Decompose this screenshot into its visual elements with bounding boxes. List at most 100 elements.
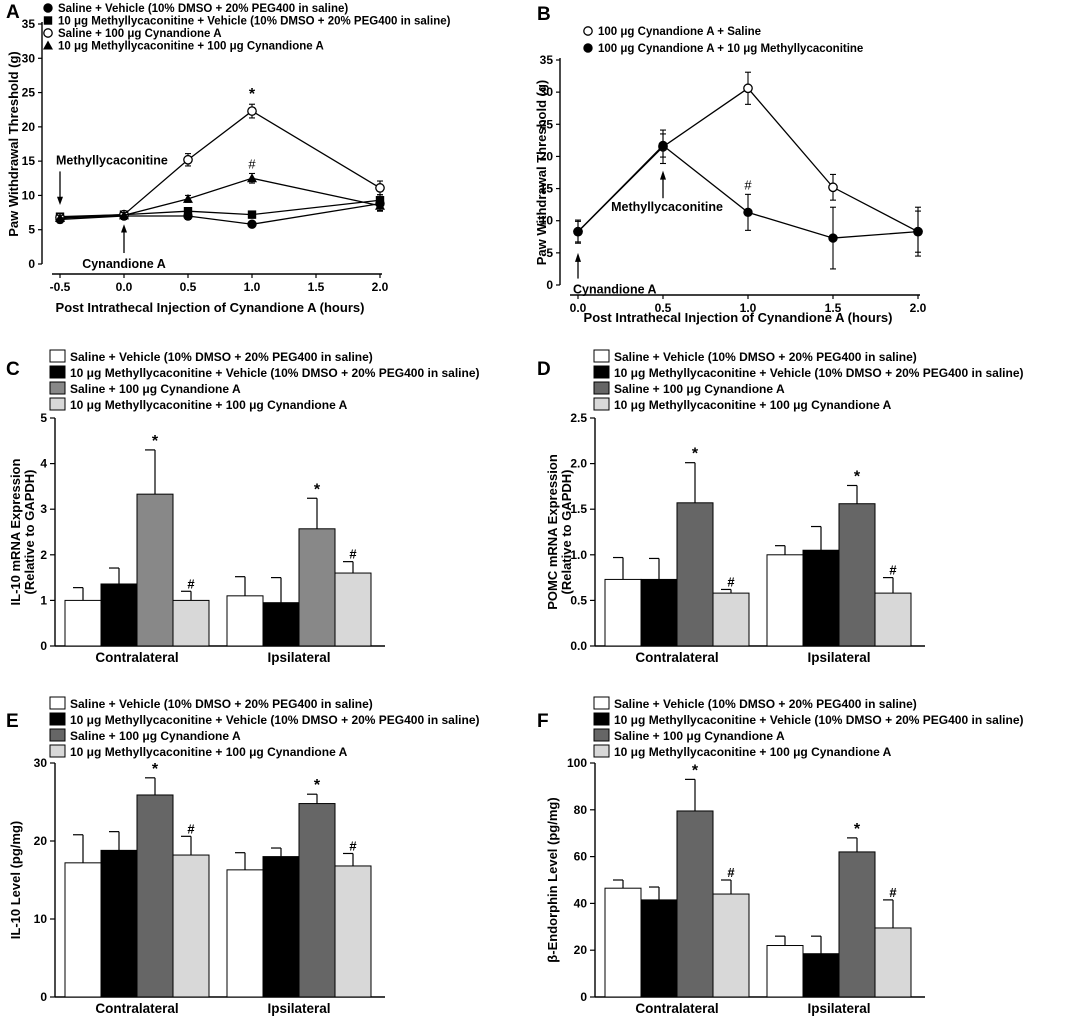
category-label: Contralateral (95, 650, 178, 665)
data-point (375, 200, 385, 210)
bar (766, 945, 804, 998)
data-point (183, 207, 193, 216)
bar (136, 493, 174, 647)
bar (838, 851, 876, 998)
legend-marker (583, 43, 593, 53)
significance-star: * (314, 777, 321, 794)
y-axis-label: IL-10 Level (pg/mg) (8, 821, 23, 939)
panel-label-a: A (6, 2, 20, 23)
y-tick-label: 10 (22, 188, 36, 202)
y-tick-label: 10 (34, 912, 48, 926)
panel-c: Saline + Vehicle (10% DMSO + 20% PEG400 … (8, 349, 480, 665)
data-point (247, 173, 257, 183)
significance-hash: # (187, 576, 195, 591)
data-point (183, 154, 193, 165)
y-tick-label: 0.0 (570, 639, 587, 653)
legend-label: Saline + Vehicle (10% DMSO + 20% PEG400 … (614, 350, 917, 364)
significance-star: * (314, 481, 321, 498)
arrow-head (575, 252, 581, 262)
y-tick-label: 15 (22, 154, 36, 168)
x-tick-label: 0.0 (116, 280, 133, 294)
bar (100, 849, 138, 998)
x-tick-label: 1.0 (740, 301, 757, 315)
data-point (247, 106, 257, 116)
panel-label-f: F (537, 711, 549, 732)
significance-star: * (152, 433, 159, 450)
y-tick-label: 15 (540, 182, 554, 196)
y-tick-label: 30 (22, 51, 36, 65)
category-label: Ipsilateral (807, 650, 870, 665)
category-label: Contralateral (95, 1001, 178, 1016)
series-line (59, 203, 381, 225)
y-tick-label: 0 (40, 639, 47, 653)
data-point (119, 210, 129, 220)
legend-label: 10 μg Methyllycaconitine + 100 μg Cynand… (70, 398, 348, 412)
y-axis-label-2: (Relative to GAPDH) (559, 470, 574, 595)
significance-hash: # (727, 865, 735, 880)
panel-label-c: C (6, 359, 20, 380)
y-axis-label-2: (Relative to GAPDH) (22, 470, 37, 595)
legend-swatch (49, 728, 66, 742)
significance-star: * (854, 821, 861, 838)
bar (298, 528, 336, 647)
y-tick-label: 100 (567, 756, 587, 770)
legend-swatch (593, 712, 610, 726)
x-axis-label: Post Intrathecal Injection of Cynandione… (584, 310, 893, 325)
legend-label: 10 μg Methyllycaconitine + Vehicle (10% … (58, 16, 451, 28)
significance-hash: # (889, 885, 897, 900)
bar (172, 854, 210, 998)
x-tick-label: 0.5 (655, 301, 672, 315)
category-label: Ipsilateral (267, 650, 330, 665)
x-axis-label: Post Intrathecal Injection of Cynandione… (56, 300, 365, 315)
legend-label: 10 μg Methyllycaconitine + Vehicle (10% … (614, 713, 1024, 727)
bar (802, 549, 840, 647)
bar (838, 503, 876, 647)
y-tick-label: 25 (22, 86, 36, 100)
legend-swatch (593, 397, 610, 411)
significance-hash: # (248, 156, 256, 171)
bar (262, 602, 300, 647)
y-tick-label: 5 (40, 411, 47, 425)
bar (136, 794, 174, 998)
y-tick-label: 5 (28, 223, 35, 237)
bar (64, 599, 102, 647)
panel-label-d: D (537, 359, 551, 380)
x-tick-label: 1.5 (308, 280, 325, 294)
bar (334, 865, 372, 998)
significance-star: * (854, 468, 861, 485)
data-point (828, 233, 838, 243)
significance-star: * (692, 762, 699, 779)
y-axis-label: IL-10 mRNA Expression (8, 459, 23, 606)
series-line (59, 199, 381, 218)
bar (262, 856, 300, 998)
bar (874, 592, 912, 647)
panel-d: Saline + Vehicle (10% DMSO + 20% PEG400 … (545, 349, 1024, 665)
data-point (743, 83, 753, 94)
data-point (247, 210, 257, 219)
data-point (183, 193, 193, 203)
y-axis-label: POMC mRNA Expression (545, 454, 560, 610)
y-tick-label: 30 (540, 85, 554, 99)
significance-star: * (249, 86, 256, 103)
legend-swatch (49, 365, 66, 379)
bar (676, 502, 714, 647)
legend-swatch (49, 744, 66, 758)
y-tick-label: 0 (40, 990, 47, 1004)
panel-label-e: E (6, 711, 19, 732)
legend-label: Saline + 100 μg Cynandione A (70, 382, 241, 396)
legend-label: 10 μg Methyllycaconitine + 100 μg Cynand… (70, 745, 348, 759)
x-tick-label: 1.0 (244, 280, 261, 294)
y-tick-label: 2.5 (570, 411, 587, 425)
significance-hash: # (349, 838, 357, 853)
category-label: Ipsilateral (267, 1001, 330, 1016)
legend-swatch (49, 696, 66, 710)
legend-label: Saline + Vehicle (10% DMSO + 20% PEG400 … (58, 3, 348, 15)
significance-star: * (692, 446, 699, 463)
data-point (55, 213, 65, 223)
data-point (658, 140, 668, 151)
arrow-head (660, 170, 666, 180)
bar (64, 862, 102, 998)
y-tick-label: 3 (40, 502, 47, 516)
y-tick-label: 20 (34, 834, 48, 848)
arrow-label-methyllycaconitine: Methyllycaconitine (56, 154, 168, 168)
